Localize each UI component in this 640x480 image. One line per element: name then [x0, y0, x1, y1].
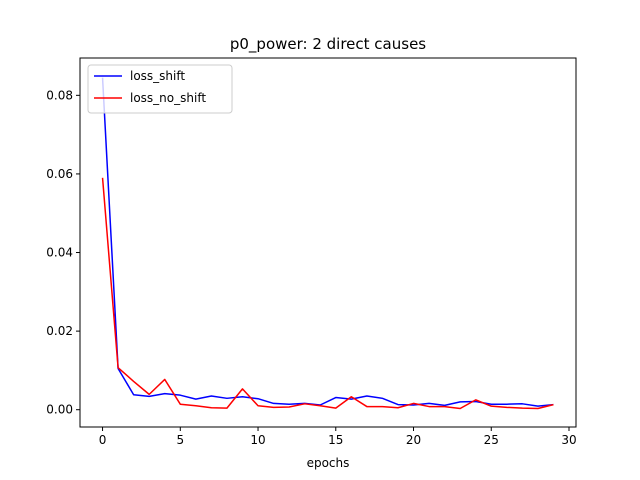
y-tick-label: 0.02 [46, 324, 73, 338]
plot-area [80, 58, 576, 427]
x-axis: 0 5 10 15 20 25 30 [99, 427, 577, 447]
legend: loss_shift loss_no_shift [87, 64, 233, 114]
x-tick-label: 25 [484, 433, 499, 447]
chart-title: p0_power: 2 direct causes [230, 35, 426, 54]
y-axis: 0.00 0.02 0.04 0.06 0.08 [46, 88, 80, 417]
series-line-loss-shift [101, 77, 554, 407]
series-layer [101, 77, 554, 410]
y-tick-label: 0.08 [46, 88, 73, 102]
x-tick-label: 0 [99, 433, 107, 447]
legend-label-loss-no-shift: loss_no_shift [130, 91, 206, 105]
plot-frame [79, 57, 577, 428]
series-line-loss-no-shift [101, 177, 554, 410]
x-axis-label: epochs [307, 456, 350, 470]
y-tick-label: 0.06 [46, 167, 73, 181]
y-tick-label: 0.00 [46, 403, 73, 417]
x-tick-label: 20 [406, 433, 421, 447]
x-tick-label: 10 [250, 433, 265, 447]
x-tick-label: 30 [561, 433, 576, 447]
y-tick-label: 0.04 [46, 246, 73, 260]
legend-box [87, 64, 233, 114]
legend-label-loss-shift: loss_shift [130, 69, 185, 83]
x-tick-label: 15 [328, 433, 343, 447]
x-tick-label: 5 [176, 433, 184, 447]
